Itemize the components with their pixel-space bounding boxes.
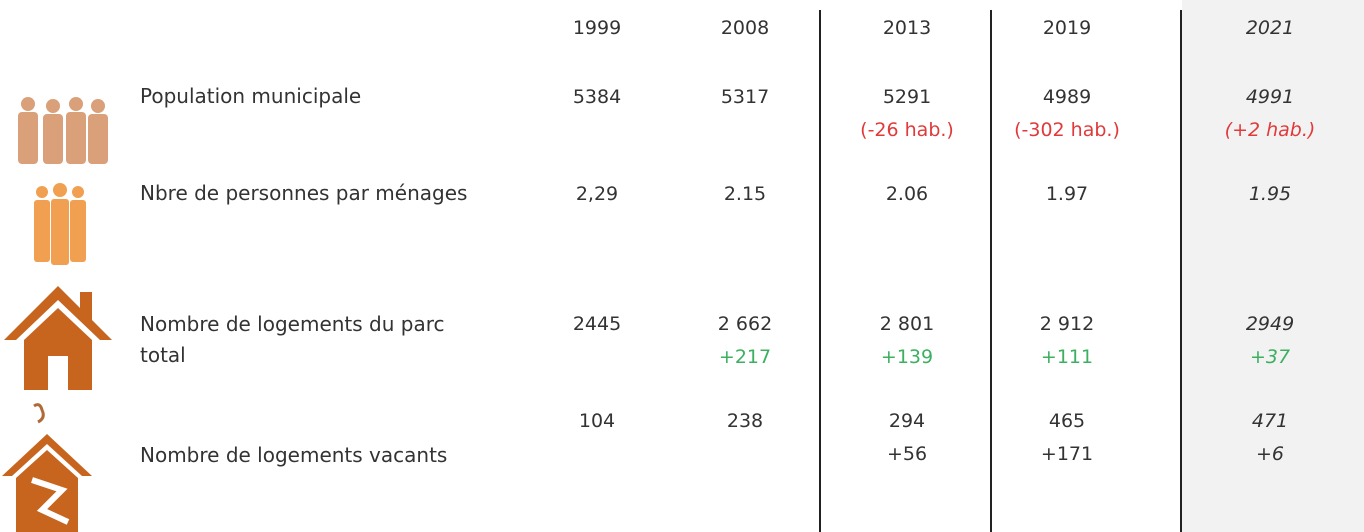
cell-value: 2.15: [660, 178, 830, 211]
cell-value: 238: [660, 405, 830, 438]
cell-value: 471: [1185, 405, 1355, 438]
house-icon: [4, 282, 112, 392]
cell-value: 294: [822, 405, 992, 438]
column-header: 1999: [512, 12, 682, 45]
cell-value: 4991: [1185, 81, 1355, 114]
cell-change: (-26 hab.): [822, 114, 992, 147]
cell-value: 5384: [512, 81, 682, 114]
cell-value: 2445: [512, 308, 682, 341]
column-header: 2013: [822, 12, 992, 45]
cell-value: 4989: [982, 81, 1152, 114]
cell-value: 5317: [660, 81, 830, 114]
cell-value: 2949: [1185, 308, 1355, 341]
cell-change: +171: [982, 438, 1152, 471]
household-icon: [30, 182, 90, 267]
row-label: Population municipale: [140, 81, 480, 112]
column-header: 2008: [660, 12, 830, 45]
cell-change: +111: [982, 341, 1152, 374]
cell-value: 2,29: [512, 178, 682, 211]
cell-value: 465: [982, 405, 1152, 438]
cell-value: 5291: [822, 81, 992, 114]
cell-value: 2.06: [822, 178, 992, 211]
column-divider: [1180, 10, 1182, 532]
row-label: Nbre de personnes par ménages: [140, 178, 480, 209]
cell-change: +56: [822, 438, 992, 471]
cell-value: 104: [512, 405, 682, 438]
column-header: 2019: [982, 12, 1152, 45]
column-header: 2021: [1185, 12, 1355, 45]
cell-value: 2 801: [822, 308, 992, 341]
cell-change: +37: [1185, 341, 1355, 374]
cell-change: +6: [1185, 438, 1355, 471]
cell-change: +139: [822, 341, 992, 374]
vacant-house-icon: [2, 400, 92, 532]
cell-change: (+2 hab.): [1185, 114, 1355, 147]
population-icon: [8, 92, 110, 164]
cell-change: (-302 hab.): [982, 114, 1152, 147]
cell-change: +217: [660, 341, 830, 374]
row-label: Nombre de logements vacants: [140, 440, 480, 471]
cell-value: 2 662: [660, 308, 830, 341]
cell-value: 1.95: [1185, 178, 1355, 211]
cell-value: 2 912: [982, 308, 1152, 341]
page: 1999200820132019 2021 Population municipal…: [0, 0, 1364, 532]
row-label: Nombre de logements du parc total: [140, 309, 480, 371]
cell-value: 1.97: [982, 178, 1152, 211]
